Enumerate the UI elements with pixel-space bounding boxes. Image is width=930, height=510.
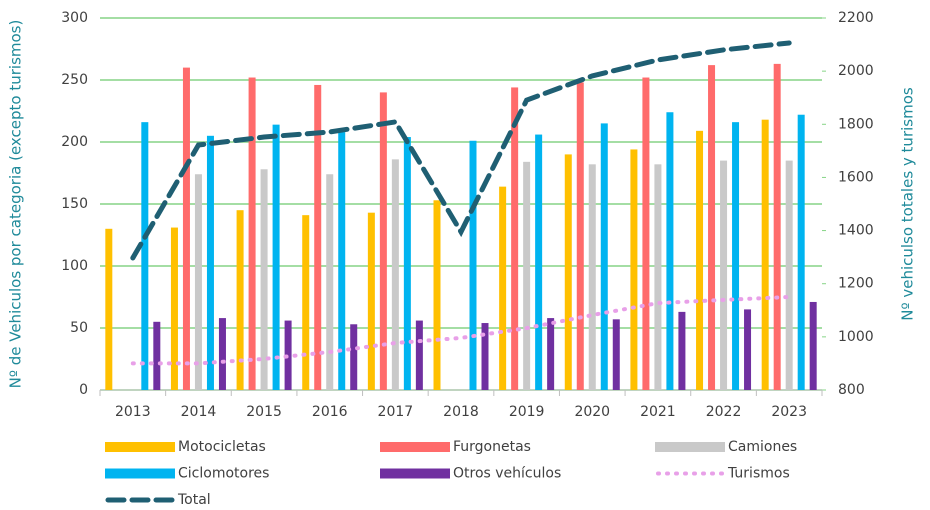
- legend-label: Camiones: [728, 439, 797, 455]
- bar: [600, 123, 608, 391]
- bar: [260, 169, 268, 390]
- bar: [761, 119, 769, 391]
- bar: [206, 135, 214, 390]
- y-tick-label: 0: [79, 382, 88, 398]
- bar: [630, 149, 638, 390]
- bar: [194, 174, 202, 390]
- bar: [433, 200, 441, 390]
- bar: [182, 67, 190, 390]
- bar: [809, 301, 817, 390]
- y-tick-label: 300: [61, 10, 88, 26]
- y2-axis-title: Nº vehiculso totales y turismos: [899, 87, 917, 321]
- x-tick-label: 2022: [706, 404, 742, 420]
- legend-label: Otros vehículos: [453, 466, 561, 482]
- bar: [612, 319, 620, 390]
- x-tick-label: 2018: [443, 404, 479, 420]
- bar: [314, 84, 322, 391]
- bar: [105, 228, 113, 390]
- bar: [379, 92, 387, 391]
- y2-tick-label: 1800: [838, 116, 874, 132]
- bar: [350, 324, 358, 390]
- bar: [654, 164, 662, 390]
- bar: [469, 140, 477, 390]
- bar: [170, 227, 178, 390]
- legend-swatch: [655, 442, 725, 452]
- legend-label: Total: [177, 492, 211, 508]
- y2-tick-label: 1400: [838, 223, 874, 239]
- bar: [153, 321, 161, 390]
- bar: [666, 112, 674, 391]
- y2-tick-label: 1600: [838, 169, 874, 185]
- legend-label: Turismos: [727, 466, 790, 482]
- line-series: [130, 295, 792, 366]
- bar: [415, 320, 423, 390]
- y-tick-label: 200: [61, 134, 88, 150]
- bar: [696, 130, 704, 390]
- legend-label: Motocicletas: [178, 439, 266, 455]
- legend-label: Ciclomotores: [178, 466, 269, 482]
- bar: [511, 87, 519, 390]
- line-series: [130, 40, 792, 261]
- bar: [284, 320, 292, 390]
- bar: [785, 160, 793, 390]
- bar: [576, 82, 584, 390]
- x-tick-label: 2017: [378, 404, 414, 420]
- y2-tick-label: 1200: [838, 276, 874, 292]
- x-tick-label: 2014: [181, 404, 217, 420]
- bar: [326, 174, 334, 390]
- bar: [272, 124, 280, 390]
- x-tick-label: 2019: [509, 404, 545, 420]
- bar: [481, 323, 489, 390]
- x-tick-label: 2015: [246, 404, 282, 420]
- x-tick-label: 2016: [312, 404, 348, 420]
- bar: [797, 114, 805, 390]
- bar: [678, 311, 686, 390]
- bar: [338, 132, 346, 390]
- bar: [720, 160, 728, 390]
- x-tick-label: 2013: [115, 404, 151, 420]
- bar: [547, 318, 555, 390]
- bar: [403, 137, 411, 390]
- bar: [141, 122, 149, 390]
- x-tick-label: 2023: [771, 404, 807, 420]
- bar: [236, 210, 244, 390]
- y-tick-label: 50: [70, 320, 88, 336]
- bar: [535, 134, 543, 390]
- legend-swatch: [105, 442, 175, 452]
- bar: [248, 77, 256, 391]
- y2-tick-label: 2000: [838, 63, 874, 79]
- y-tick-label: 150: [61, 196, 88, 212]
- bar: [391, 159, 399, 390]
- bar: [523, 161, 531, 390]
- y2-tick-label: 800: [838, 382, 865, 398]
- bar: [588, 164, 596, 390]
- legend-swatch: [380, 442, 450, 452]
- bar: [744, 309, 752, 390]
- y2-tick-label: 1000: [838, 329, 874, 345]
- y-tick-label: 250: [61, 72, 88, 88]
- x-tick-label: 2020: [574, 404, 610, 420]
- bar: [773, 63, 781, 390]
- y-axis-title: Nº de Vehiculos por categoria (excepto t…: [7, 20, 25, 389]
- bar: [499, 186, 507, 390]
- y-tick-label: 100: [61, 258, 88, 274]
- bar: [302, 215, 310, 390]
- y2-tick-label: 2200: [838, 10, 874, 26]
- bar: [564, 154, 572, 390]
- bar: [708, 65, 716, 391]
- bar: [732, 122, 740, 390]
- bar: [642, 77, 650, 391]
- legend-label: Furgonetas: [453, 439, 531, 455]
- legend-swatch: [380, 468, 450, 479]
- x-tick-label: 2021: [640, 404, 676, 420]
- bar: [218, 318, 226, 390]
- bar: [367, 212, 375, 390]
- legend-swatch: [105, 468, 175, 479]
